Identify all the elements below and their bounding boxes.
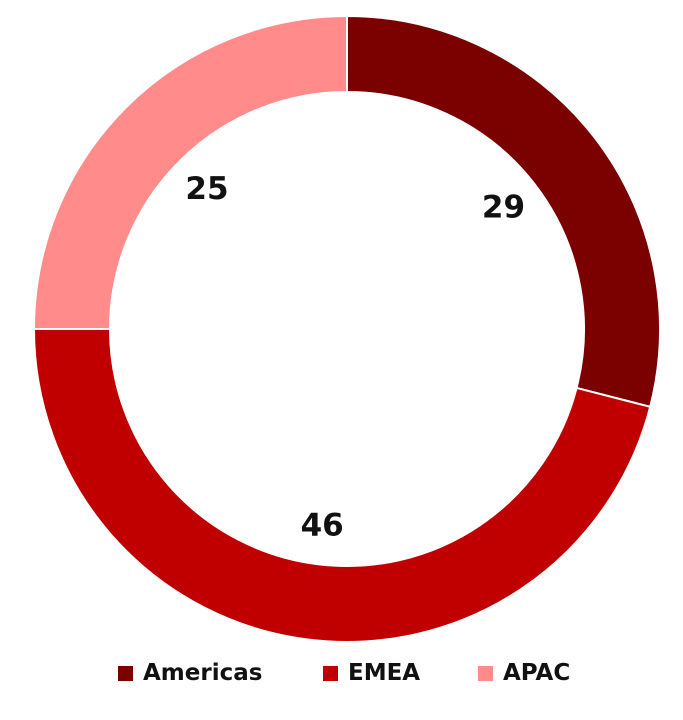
data-label-emea: 46 bbox=[301, 507, 344, 543]
legend-item-apac[interactable]: APAC bbox=[478, 660, 570, 686]
slice-emea[interactable] bbox=[32, 328, 652, 643]
legend-swatch-apac bbox=[478, 665, 493, 681]
legend-label-americas: Americas bbox=[143, 660, 263, 686]
legend-swatch-emea bbox=[323, 665, 338, 681]
legend: Americas EMEA APAC bbox=[0, 660, 683, 690]
legend-item-americas[interactable]: Americas bbox=[118, 660, 262, 686]
donut-chart: 29 46 25 bbox=[32, 14, 661, 643]
legend-label-apac: APAC bbox=[503, 660, 571, 686]
legend-label-emea: EMEA bbox=[348, 660, 421, 686]
data-label-americas: 29 bbox=[482, 190, 525, 226]
slice-americas[interactable] bbox=[346, 14, 661, 409]
legend-swatch-americas bbox=[118, 665, 133, 681]
slice-apac[interactable] bbox=[32, 14, 348, 330]
data-label-apac: 25 bbox=[185, 171, 228, 207]
legend-item-emea[interactable]: EMEA bbox=[323, 660, 420, 686]
